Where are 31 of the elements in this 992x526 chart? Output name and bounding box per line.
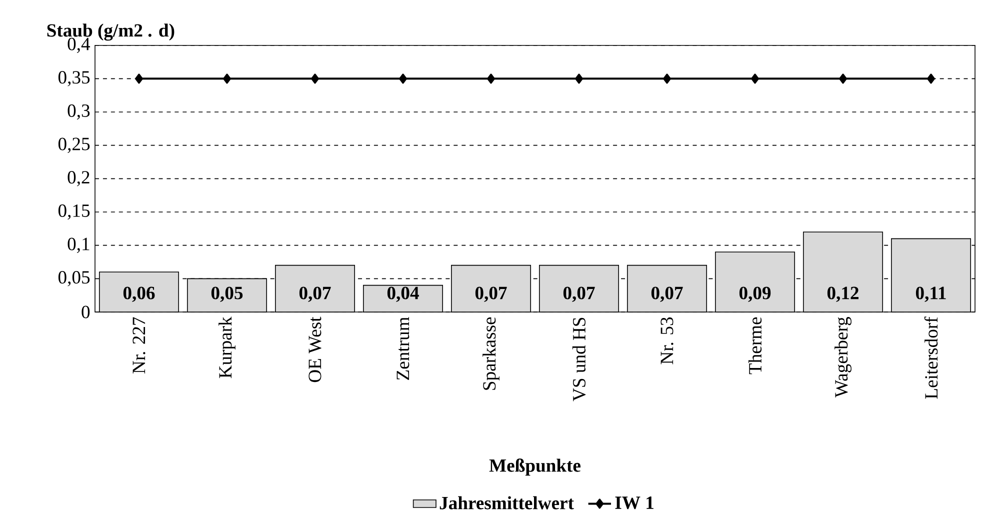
x-tick-label: Sparkasse [482,317,500,390]
x-tick-label: VS und HS [572,318,586,402]
y-tick-label: 0,35 [58,71,90,86]
y-tick-label: 0 [82,306,90,318]
x-tick-label: Zentrum [396,316,410,380]
legend-label: IW 1 [615,496,654,510]
x-tick-label: Nr. 227 [132,317,146,374]
legend-label: Jahresmittelwert [440,496,574,510]
data-label: 0,12 [827,286,858,302]
x-axis-title: Meßpunkte [489,458,580,476]
data-label: 0,07 [563,286,595,302]
x-tick-label: Therme [748,317,762,374]
data-label: 0,09 [739,286,771,302]
y-tick-label: 0,1 [68,238,90,253]
data-label: 0,07 [475,286,507,302]
x-tick-label: Nr. 53 [660,317,674,364]
data-label: 0,04 [387,286,419,302]
data-label: 0,07 [299,286,331,302]
data-label: 0,06 [123,286,155,302]
y-tick-label: 0,2 [68,171,90,186]
y-tick-label: 0,15 [58,204,90,220]
x-tick-label: Kurpark [218,316,236,378]
data-label: 0,11 [916,286,946,302]
y-tick-label: 0,3 [68,104,90,120]
y-tick-label: 0,05 [58,271,90,286]
x-tick-label: Wagerberg [834,317,852,398]
x-tick-label: Leitersdorf [924,316,938,399]
x-tick-label: OE West [308,316,322,382]
y-tick-label: 0,25 [58,138,90,153]
data-label: 0,07 [651,286,683,302]
data-label: 0,05 [211,286,243,302]
